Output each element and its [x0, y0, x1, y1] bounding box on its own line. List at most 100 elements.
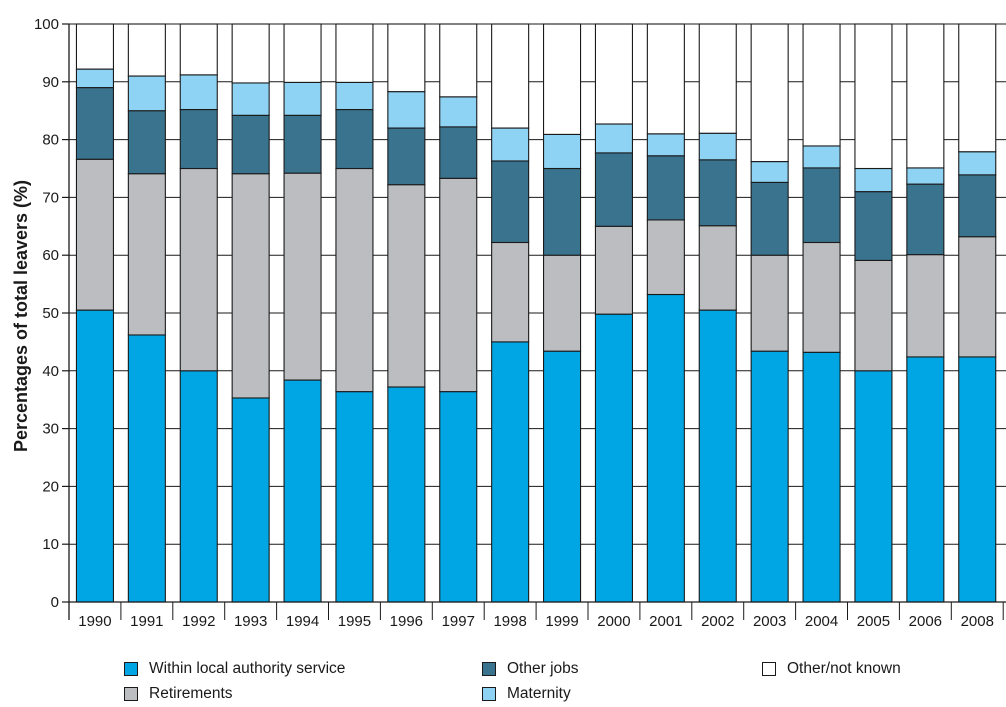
x-tick-label: 2001 [649, 613, 682, 630]
bar-segment [127, 173, 166, 336]
bar-segment [802, 241, 841, 353]
bar-segment [335, 81, 374, 111]
bar-segment [491, 341, 530, 603]
bar-segment [127, 334, 166, 603]
y-tick-label: 0 [51, 594, 59, 611]
bar-segment [646, 293, 685, 603]
bar-segment [594, 313, 634, 603]
bar-segment [283, 114, 322, 174]
bar-segment [698, 225, 737, 311]
bar-segment [802, 167, 841, 244]
bar-segment [906, 356, 945, 603]
bar-segment [646, 23, 685, 135]
bar-segment [179, 108, 218, 170]
y-tick-label: 70 [42, 189, 59, 206]
bar-segment [387, 184, 426, 388]
bar-segment [750, 23, 789, 163]
x-tick-label: 1997 [442, 613, 475, 630]
x-tick-label: 1990 [78, 613, 111, 630]
bar-segment [491, 23, 530, 129]
bars [75, 23, 997, 603]
y-tick-label: 90 [42, 74, 59, 91]
x-tick-label: 2002 [701, 613, 734, 630]
bar-segment [335, 23, 374, 83]
bar-segment [387, 127, 426, 186]
x-tick-label: 1999 [545, 613, 578, 630]
axes [62, 23, 1006, 620]
bar-segment [750, 254, 789, 352]
bar-segment [958, 356, 997, 603]
x-tick-label: 1993 [234, 613, 267, 630]
bar-segment [335, 167, 374, 393]
x-tick-label: 2005 [857, 613, 890, 630]
bar-segment [854, 167, 893, 193]
y-tick-label: 10 [42, 536, 59, 553]
bar-segment [698, 309, 737, 603]
bar-segment [698, 132, 737, 161]
bar-segment [646, 155, 685, 221]
bar-segment [594, 23, 634, 125]
bar-segment [231, 397, 270, 603]
y-tick-label: 80 [42, 132, 59, 149]
bar-segment [283, 172, 322, 381]
bar-segment [906, 23, 945, 169]
x-tick-label: 2000 [597, 613, 630, 630]
bar-segment [646, 133, 685, 157]
bar-segment [594, 225, 634, 315]
bar-segment [854, 191, 893, 261]
bar-segment [75, 23, 114, 70]
y-tick-label: 30 [42, 421, 59, 438]
x-tick-label: 1991 [130, 613, 163, 630]
bar-segment [439, 23, 478, 98]
bar-segment [75, 158, 114, 311]
bar-segment [542, 254, 582, 352]
bar-segment [854, 259, 893, 372]
y-tick-label: 40 [42, 363, 59, 380]
bar-segment [958, 151, 997, 176]
bar-segment [439, 96, 478, 128]
bar-segment [750, 350, 789, 603]
bar-segment [698, 159, 737, 227]
y-tick-label: 50 [42, 305, 59, 322]
bar-segment [335, 391, 374, 603]
bar-segment [542, 133, 582, 170]
bar-segment [179, 370, 218, 603]
bar-segment [387, 91, 426, 129]
bar-segment [75, 87, 114, 160]
bar-segment [283, 81, 322, 116]
x-tick-label: 1995 [338, 613, 371, 630]
bar-segment [594, 123, 634, 154]
x-tick-label: 2003 [753, 613, 786, 630]
bar-segment [387, 23, 426, 93]
bar-segment [231, 173, 270, 399]
bar-segment [439, 126, 478, 179]
bar-segment [283, 23, 322, 83]
bar-segment [542, 167, 582, 256]
bar-segment [958, 23, 997, 153]
bar-segment [906, 167, 945, 185]
bar-segment [491, 160, 530, 244]
bar-segment [594, 152, 634, 227]
x-tick-label: 2004 [805, 613, 838, 630]
bar-segment [439, 391, 478, 603]
bar-segment [491, 241, 530, 343]
bar-segment [906, 254, 945, 358]
bar-segment [231, 23, 270, 84]
bar-segment [439, 177, 478, 393]
bar-segment [802, 145, 841, 169]
bar-segment [958, 236, 997, 358]
bar-segment [958, 174, 997, 238]
bar-segment [75, 68, 114, 89]
tick-labels: 0 10 20 30 40 50 60 70 80 90 100 1990 1991 1992 1993 19… [34, 16, 994, 630]
x-tick-label: 1996 [390, 613, 423, 630]
y-axis-label: Percentages of total leavers (%) [11, 180, 31, 452]
bar-segment [542, 23, 582, 135]
bar-segment [179, 167, 218, 372]
bar-segment [542, 350, 582, 603]
bar-segment [854, 370, 893, 603]
bar-segment [491, 127, 530, 162]
bar-segment [906, 183, 945, 256]
y-tick-label: 100 [34, 16, 59, 33]
x-tick-label: 1994 [286, 613, 319, 630]
